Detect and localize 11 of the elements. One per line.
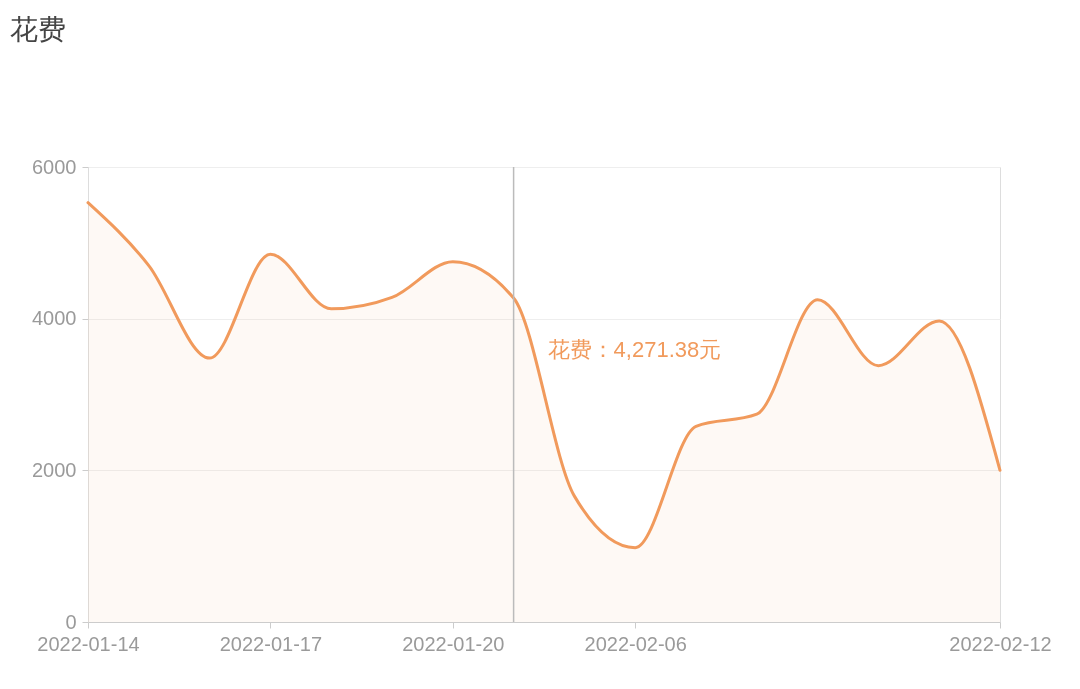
y-tick-label: 2000: [32, 458, 77, 481]
x-tick-label: 2022-01-17: [219, 632, 323, 655]
x-tick-label: 2022-02-12: [949, 632, 1052, 655]
y-tick-label: 0: [65, 610, 77, 633]
x-tick-label: 2022-01-14: [37, 632, 140, 655]
y-tick-label: 4000: [32, 307, 77, 330]
x-tick-label: 2022-01-20: [402, 632, 505, 655]
data-label: 花费：4,271.38元: [547, 337, 722, 363]
y-tick-label: 6000: [32, 155, 77, 178]
chart-title: 花费: [10, 14, 66, 45]
x-tick-label: 2022-02-06: [584, 632, 687, 655]
